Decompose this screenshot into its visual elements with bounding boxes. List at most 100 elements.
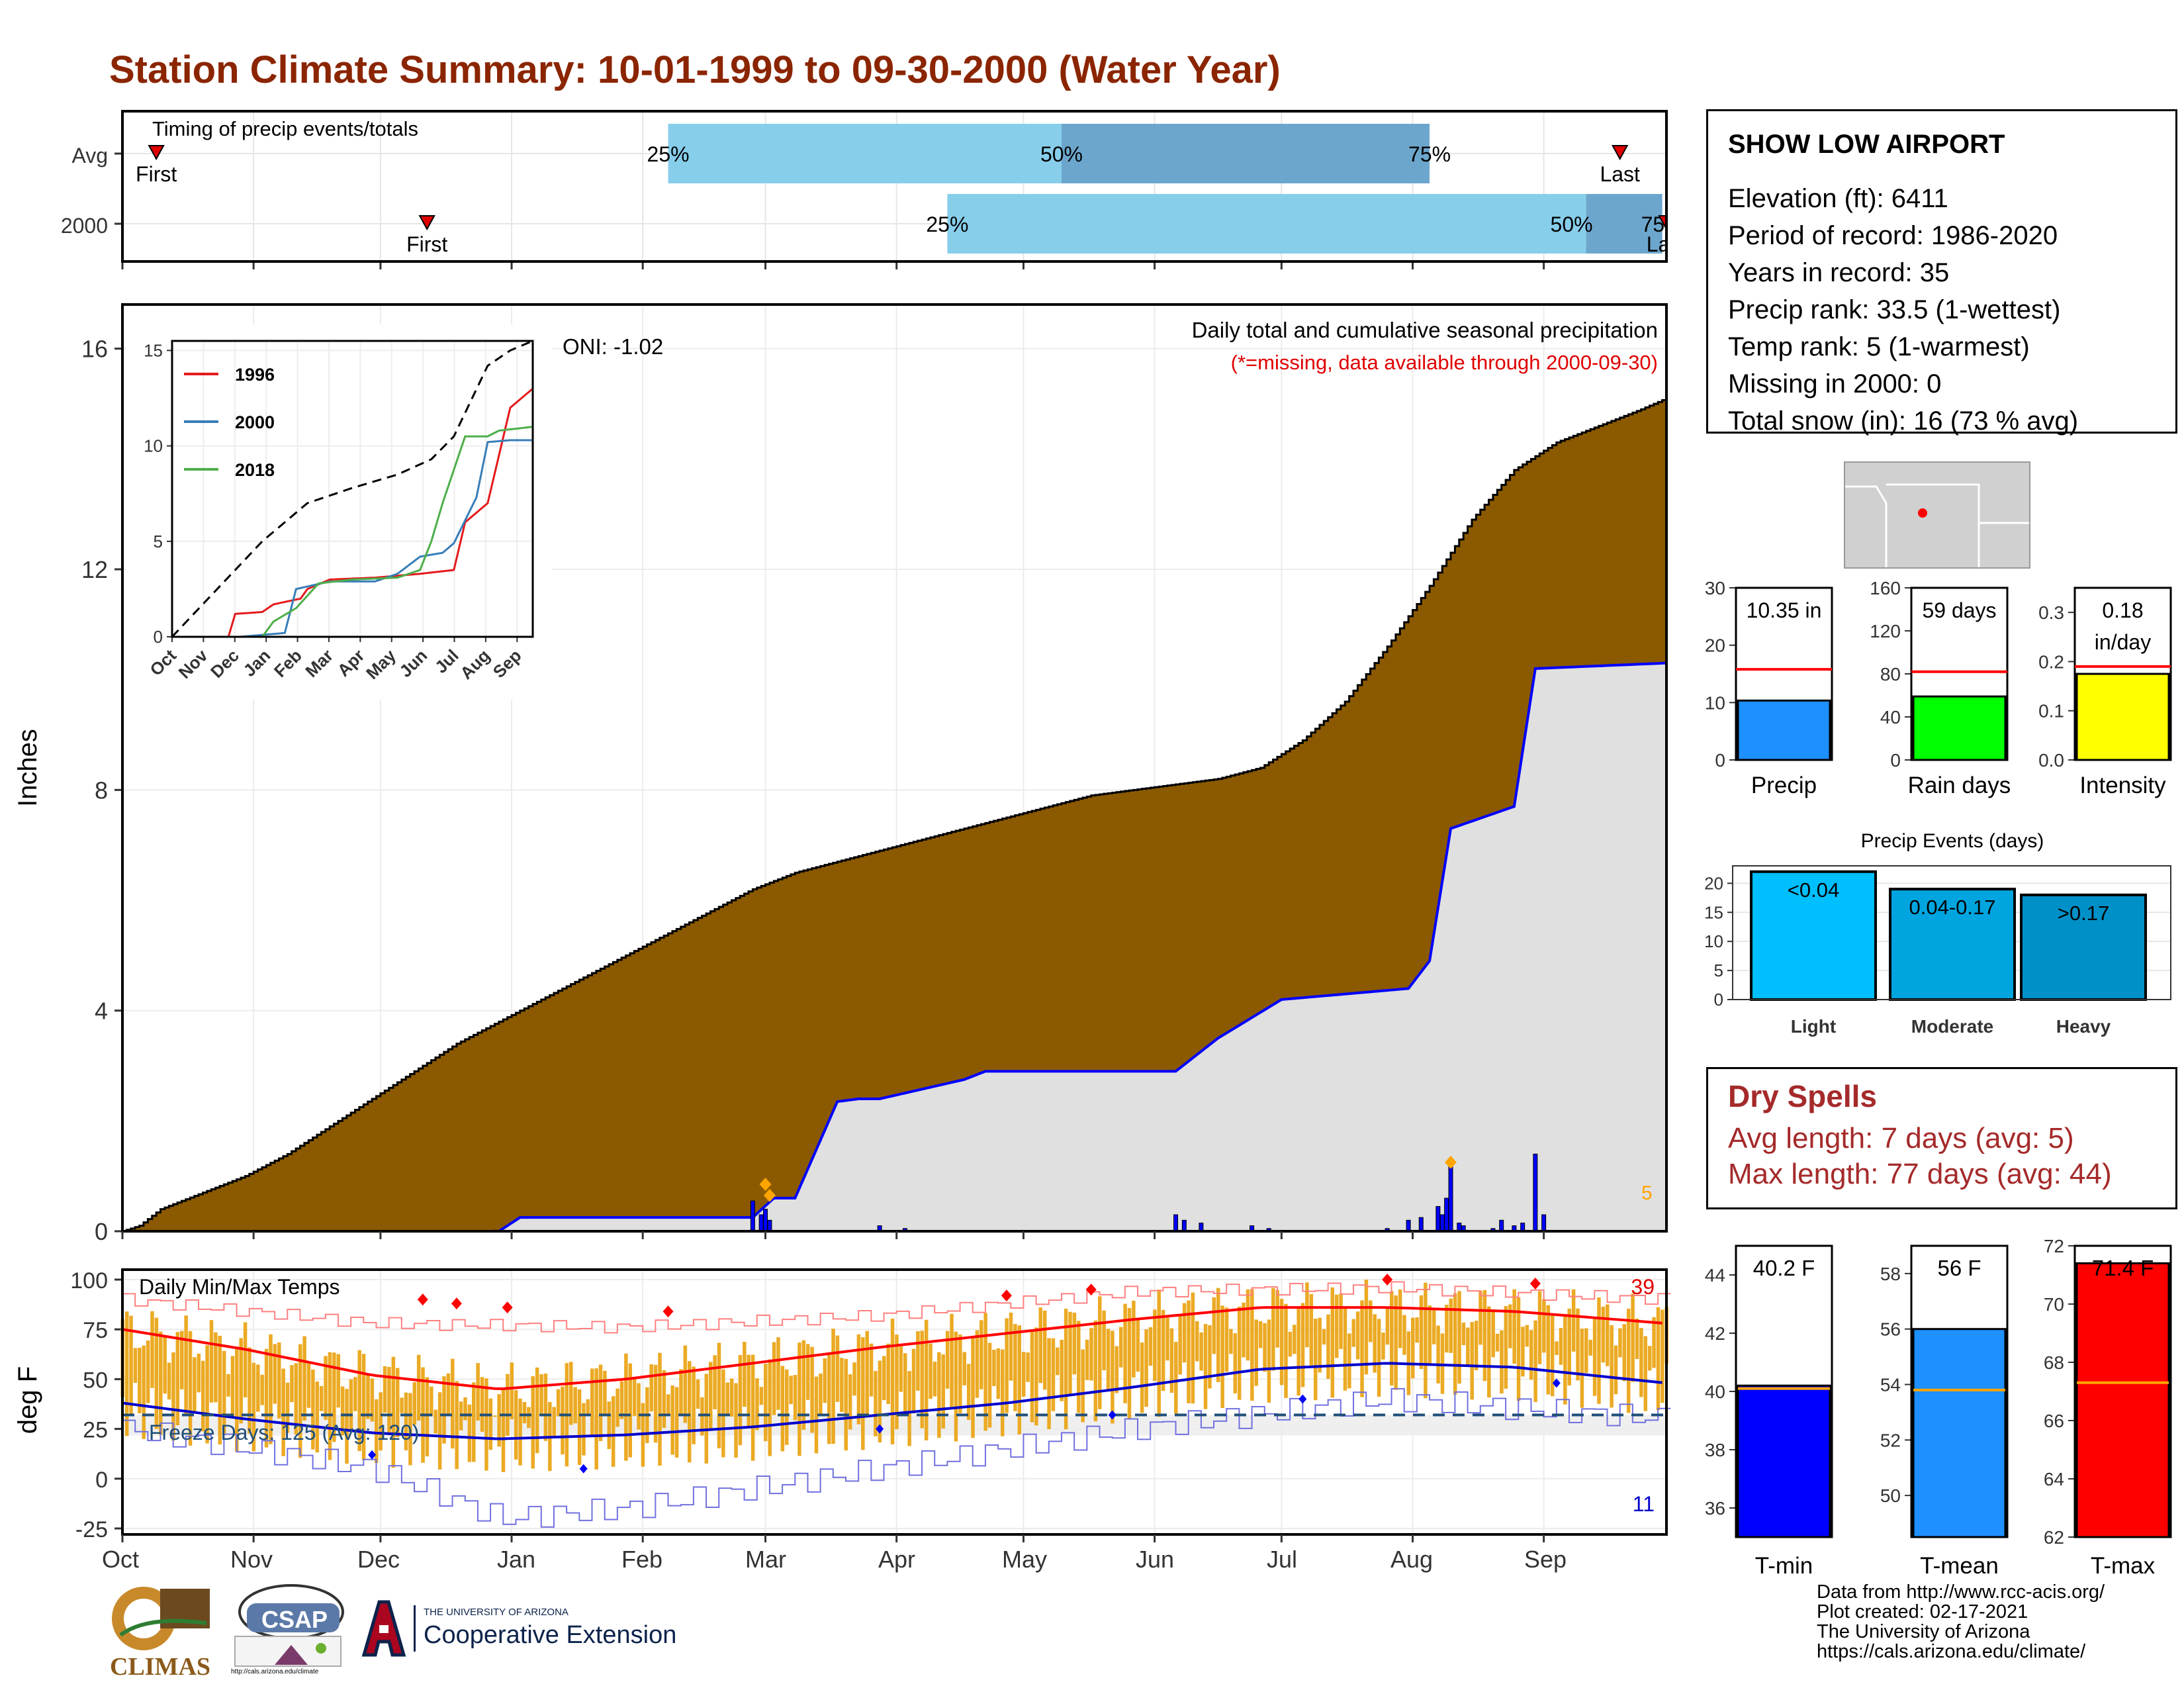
daily-temp-bar	[1191, 1292, 1195, 1404]
month-label: Oct	[102, 1546, 139, 1573]
daily-temp-bar	[1038, 1307, 1043, 1383]
freeze-days-label: Freeze Days: 125 (Avg: 120)	[149, 1421, 420, 1444]
daily-temp-bar	[235, 1346, 239, 1452]
daily-temp-bar	[878, 1360, 882, 1442]
daily-temp-bar	[142, 1345, 146, 1439]
record-low-marker	[368, 1450, 377, 1460]
daily-temp-bar	[1635, 1319, 1639, 1360]
daily-temp-bar	[1419, 1295, 1424, 1370]
ua-divider	[414, 1605, 416, 1652]
daily-temp-bar	[230, 1356, 235, 1417]
temp-summary-category-label: T-mean	[1920, 1553, 1999, 1579]
daily-temp-bar	[451, 1358, 455, 1449]
record-high-marker	[1001, 1289, 1012, 1302]
inset-y-tick-label: 15	[144, 340, 163, 360]
csap-logo: CSAP http://cals.arizona.edu/climate	[228, 1582, 347, 1681]
daily-temp-bar	[1115, 1346, 1119, 1393]
daily-temp-bar	[975, 1330, 979, 1398]
daily-temp-bar	[264, 1348, 269, 1448]
month-label: Aug	[1390, 1546, 1433, 1573]
daily-temp-bar	[573, 1387, 577, 1424]
daily-temp-bar	[738, 1354, 743, 1446]
mini-bar-fill	[1737, 699, 1831, 761]
daily-temp-bar	[539, 1374, 543, 1417]
station-elevation: Elevation (ft): 6411	[1728, 184, 1948, 213]
map-background	[1844, 461, 2030, 569]
daily-temp-bar	[692, 1366, 696, 1444]
daily-temp-bar	[683, 1345, 688, 1423]
precip-events-category: Moderate	[1911, 1016, 1993, 1037]
daily-temp-bar	[442, 1376, 446, 1444]
daily-temp-bar	[522, 1401, 527, 1424]
credit-plot-date: Plot created: 02-17-2021	[1817, 1601, 2028, 1622]
daily-temp-bar	[1293, 1325, 1297, 1354]
precip-events-y-tick-label: 20	[1704, 873, 1723, 893]
temp-summary-y-tick-label: 58	[1880, 1264, 1901, 1284]
record-high-marker	[1382, 1274, 1393, 1286]
daily-temp-bar	[336, 1354, 340, 1408]
precip-events-frame	[1732, 865, 2171, 1000]
daily-temp-bar	[1330, 1287, 1335, 1398]
daily-temp-bar	[751, 1354, 755, 1461]
daily-temp-bar	[1140, 1342, 1144, 1413]
daily-temp-bar	[1305, 1282, 1309, 1348]
daily-temp-bar	[700, 1397, 704, 1436]
daily-temp-bar	[937, 1352, 941, 1438]
daily-temp-bar	[531, 1376, 535, 1469]
daily-temp-bar	[366, 1374, 370, 1419]
temp-summary-y-tick-label: 70	[2044, 1294, 2064, 1315]
mini-bar-value-label: 59 days	[1922, 598, 1996, 622]
daily-temp-bar	[556, 1389, 561, 1417]
daily-temp-bar	[1428, 1305, 1432, 1365]
precip-events-y-tick-label: 0	[1714, 990, 1723, 1009]
daily-temp-bar	[966, 1364, 971, 1421]
daily-temp-bar	[1610, 1325, 1614, 1408]
daily-temp-bar	[1237, 1306, 1242, 1400]
daily-temp-bar	[1042, 1310, 1047, 1390]
daily-temp-bar	[129, 1315, 133, 1415]
mini-bar-y-tick-label: 10	[1705, 692, 1725, 713]
daily-temp-bar	[674, 1387, 679, 1458]
daily-temp-bar	[218, 1335, 222, 1445]
daily-temp-bar	[1567, 1308, 1571, 1385]
arizona-a-icon	[361, 1600, 406, 1657]
climas-logo: CLIMAS	[107, 1582, 213, 1681]
temp-y-tick-label: 25	[83, 1418, 108, 1443]
daily-temp-bar	[805, 1344, 810, 1400]
month-label: Jun	[1136, 1546, 1174, 1573]
daily-temp-bar	[1601, 1307, 1606, 1363]
precip-events-bar-label: >0.17	[2058, 902, 2109, 925]
daily-temp-bar	[1013, 1324, 1017, 1411]
daily-temp-bar	[404, 1392, 408, 1450]
station-name: SHOW LOW AIRPORT	[1728, 130, 2005, 159]
daily-temp-bar	[383, 1366, 387, 1413]
station-temp-rank: Temp rank: 5 (1-warmest)	[1728, 332, 2030, 361]
daily-temp-bar	[1542, 1299, 1546, 1353]
station-snow: Total snow (in): 16 (73 % avg)	[1728, 406, 2079, 436]
daily-temp-bar	[628, 1363, 633, 1458]
daily-temp-bar	[1529, 1330, 1533, 1380]
daily-temp-bar	[1364, 1280, 1369, 1375]
mini-bar-y-tick-label: 30	[1705, 578, 1725, 598]
daily-temp-bar	[251, 1362, 256, 1452]
daily-temp-bar	[687, 1361, 692, 1463]
daily-temp-bar	[874, 1371, 878, 1436]
credit-data-source: Data from http://www.rcc-acis.org/	[1817, 1581, 2105, 1603]
mini-bar-category-label: Precip	[1751, 773, 1817, 798]
daily-temp-bar	[1077, 1321, 1081, 1413]
temp-summary-y-tick-label: 64	[2044, 1469, 2064, 1489]
daily-temp-bar	[776, 1337, 780, 1410]
timing-bar-q2	[668, 124, 1062, 183]
daily-temp-bar	[1148, 1327, 1153, 1366]
daily-temp-bar	[1394, 1295, 1398, 1390]
record-high-marker	[502, 1301, 513, 1314]
daily-temp-bar	[193, 1357, 197, 1413]
daily-temp-bar	[154, 1317, 159, 1429]
precip-events-bar	[2020, 893, 2147, 1002]
daily-temp-bar	[1153, 1309, 1157, 1382]
daily-temp-bar	[1580, 1329, 1584, 1408]
daily-temp-bar	[205, 1345, 209, 1444]
daily-temp-bar	[670, 1385, 674, 1455]
